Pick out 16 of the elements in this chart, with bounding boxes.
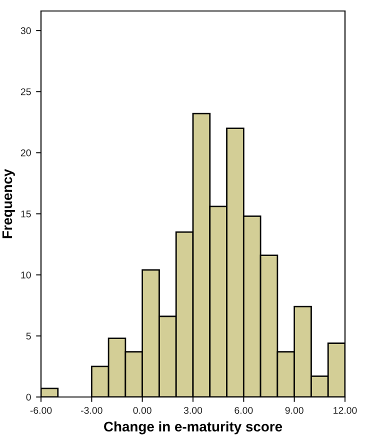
y-tick-label: 30 — [20, 27, 31, 34]
x-tick-label: 12.00 — [334, 406, 357, 414]
x-tick-label: 0.00 — [133, 406, 152, 414]
y-tick-label: 0 — [26, 394, 31, 401]
x-axis-title: Change in e-maturity score — [104, 421, 282, 434]
x-tick-label: -6.00 — [30, 406, 52, 414]
y-tick-label: 20 — [20, 149, 31, 156]
x-tick-label: 6.00 — [234, 406, 253, 414]
y-tick-label: 10 — [21, 272, 31, 278]
y-tick-label: 15 — [21, 210, 31, 218]
x-tick-label: 9.00 — [285, 406, 304, 414]
y-tick-label: 5 — [26, 332, 31, 340]
x-tick-label: -3.00 — [81, 406, 102, 414]
y-axis-title: Frequency — [2, 168, 15, 238]
y-tick-label: 25 — [20, 88, 31, 96]
x-tick-label: 3.00 — [184, 406, 202, 414]
